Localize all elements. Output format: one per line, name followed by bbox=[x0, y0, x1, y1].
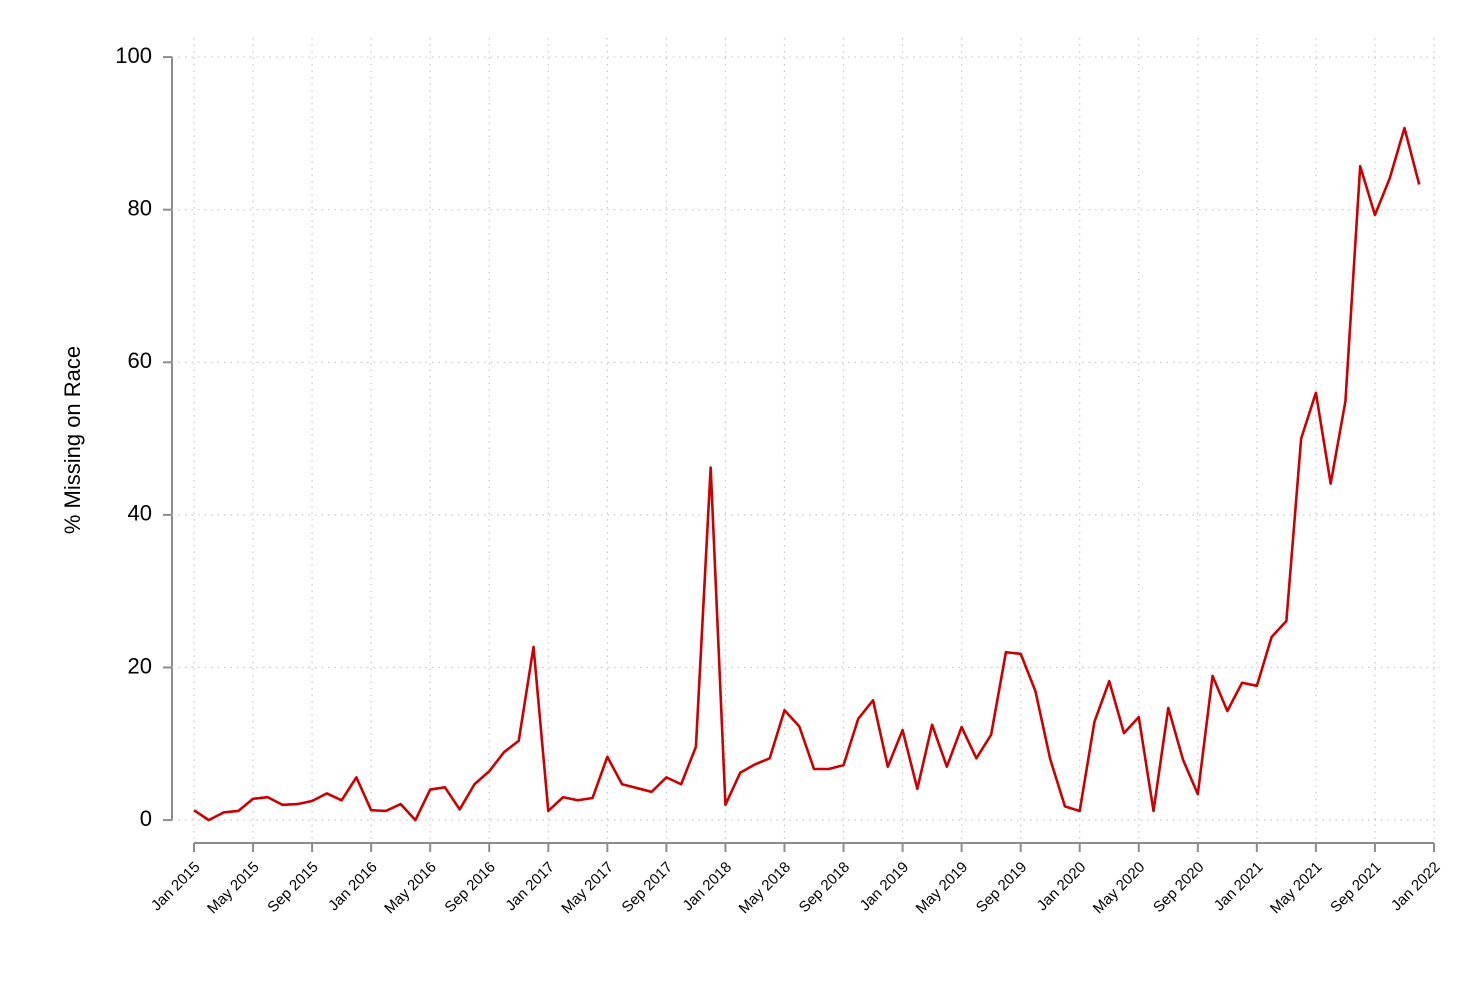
y-tick-label: 100 bbox=[115, 43, 152, 68]
y-tick-label: 0 bbox=[140, 806, 152, 831]
y-tick-label: 40 bbox=[128, 501, 152, 526]
y-tick-label: 80 bbox=[128, 195, 152, 220]
y-axis-label: % Missing on Race bbox=[60, 346, 85, 534]
y-tick-label: 60 bbox=[128, 348, 152, 373]
y-tick-label: 20 bbox=[128, 653, 152, 678]
data-line bbox=[193, 126, 1421, 822]
